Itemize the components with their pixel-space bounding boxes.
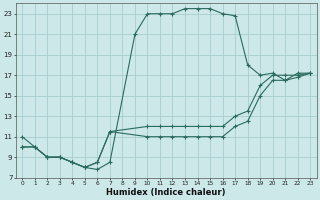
X-axis label: Humidex (Indice chaleur): Humidex (Indice chaleur): [107, 188, 226, 197]
